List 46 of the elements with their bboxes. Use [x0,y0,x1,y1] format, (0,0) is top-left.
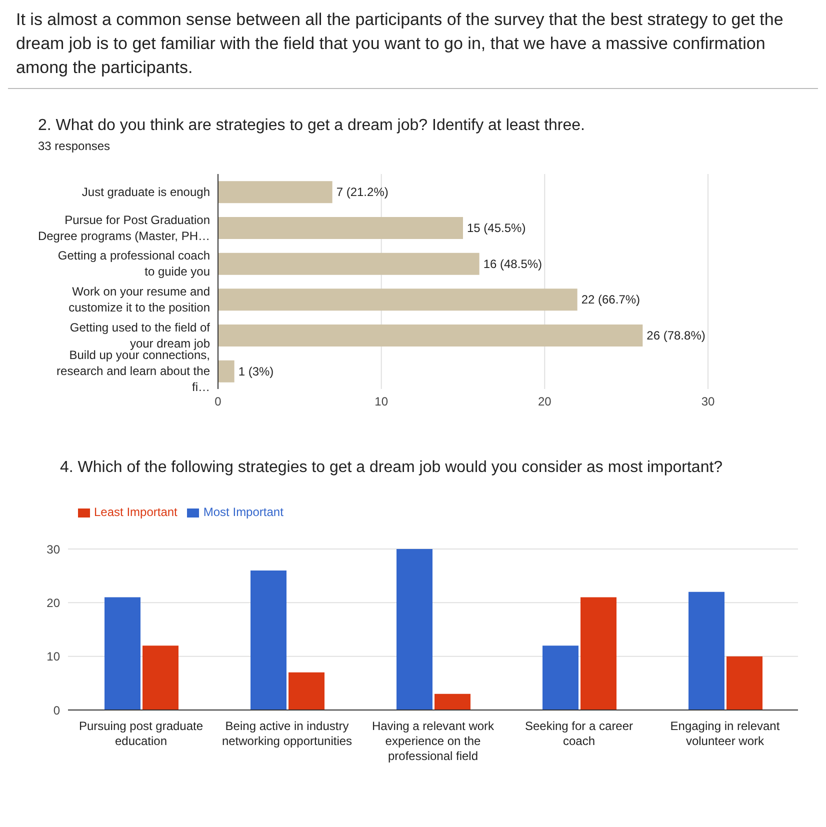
y-tick-label: Work on your resume and customize it to the position [68,284,210,314]
x-tick-label: Being active in industry networking opportunities [222,719,352,748]
y-tick-label: Getting used to the field of your dream job [70,320,211,350]
data-label: 26 (78.8%) [646,328,706,342]
text: It is almost a common sense between all the participants of the survey that the best strategy to get the dream job is to get familiar with the field that you want to go in, that we have a massive confirmation among the participants. [8,8,818,89]
y-tick-label: Pursue for Post Graduation Degree programs (Master, PH… [38,212,210,243]
bar [726,656,762,710]
y-tick-label: 0 [53,703,60,718]
bar [434,694,470,710]
data-label: 7 (21.2%) [336,185,388,200]
bar [250,570,286,710]
x-tick-label: 30 [701,394,715,409]
x-tick-label: Engaging in relevant volunteer work [670,719,780,748]
text: 33 responses [37,138,112,155]
bar [288,672,324,710]
bar [142,646,178,710]
bar [218,252,480,275]
x-tick-label: 0 [214,394,222,409]
data-label: 22 (66.7%) [581,292,640,307]
bar [542,646,578,710]
x-tick-label: 20 [538,394,552,409]
legend-label: Most Important [203,505,284,519]
bar [218,324,643,346]
bar [218,288,578,311]
data-label: 16 (48.5%) [483,256,542,271]
bar [218,217,463,239]
legend-label: Least Important [94,505,178,519]
data-label: 1 (3%) [238,364,274,378]
chart-title: 4. Which of the following strategies to get a dream job would you consider as most important? [59,458,724,477]
x-tick-label: Seeking for a career coach [524,719,634,748]
bar [218,360,234,382]
bar [580,597,616,710]
y-tick-label: 10 [46,650,60,664]
y-tick-label: 20 [46,596,60,610]
x-tick-label: Having a relevant work experience on the professional field [372,719,496,763]
x-tick-label: 10 [374,394,388,409]
bar [688,592,724,710]
bar [396,549,432,710]
bar [104,597,140,710]
data-label: 15 (45.5%) [467,221,526,235]
chart-title: 2. What do you think are strategies to get a dream job? Identify at least three. [37,116,586,135]
bar [218,181,332,204]
x-tick-label: Pursuing post graduate education [78,719,204,748]
y-tick-label: 30 [46,542,60,556]
y-tick-label: Just graduate is enough [82,184,210,199]
y-tick-label: Getting a professional coach to guide you [58,248,210,279]
